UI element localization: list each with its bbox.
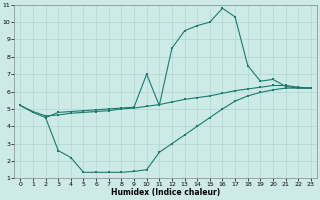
X-axis label: Humidex (Indice chaleur): Humidex (Indice chaleur) bbox=[111, 188, 220, 197]
